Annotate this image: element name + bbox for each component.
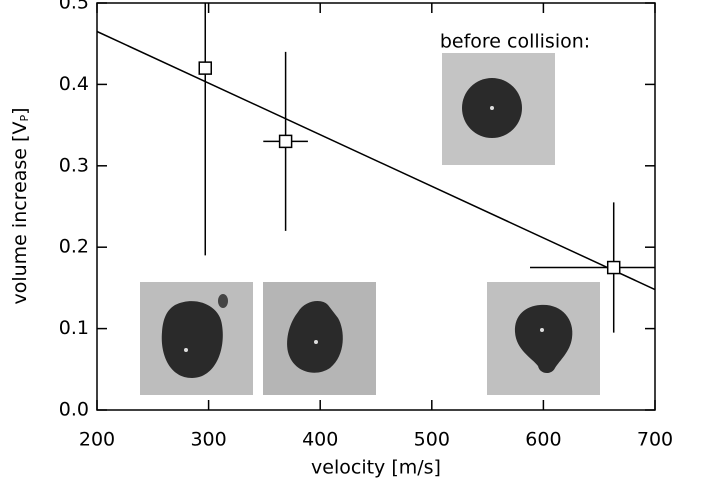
x-tick-label: 200 [79,429,115,451]
fit-line [97,30,655,291]
y-tick-label: 0.2 [59,236,89,258]
x-axis-label: velocity [m/s] [311,457,441,479]
y-tick-label: 0.0 [59,399,89,421]
x-tick-label: 600 [525,429,561,451]
photos [140,53,600,395]
y-axis-label: volume increase [VP] [9,107,32,304]
annotation: before collision: [440,31,590,53]
y-tick-label: 0.3 [59,154,89,176]
x-tick-label: 400 [302,429,338,451]
y-tick-label: 0.4 [59,73,89,95]
plot-frame [96,2,656,411]
photo-1 [140,282,253,395]
photo-before [442,53,555,165]
y-tick-label: 0.5 [59,0,89,14]
y-tick-label: 0.1 [59,317,89,339]
photo-3 [487,282,600,395]
photo-2 [263,282,376,395]
plot-area [97,3,655,333]
x-tick-label: 300 [190,429,226,451]
point [606,260,621,275]
x-tick-label: 700 [637,429,673,451]
point [198,61,213,75]
point [278,134,293,149]
x-tick-label: 500 [414,429,450,451]
